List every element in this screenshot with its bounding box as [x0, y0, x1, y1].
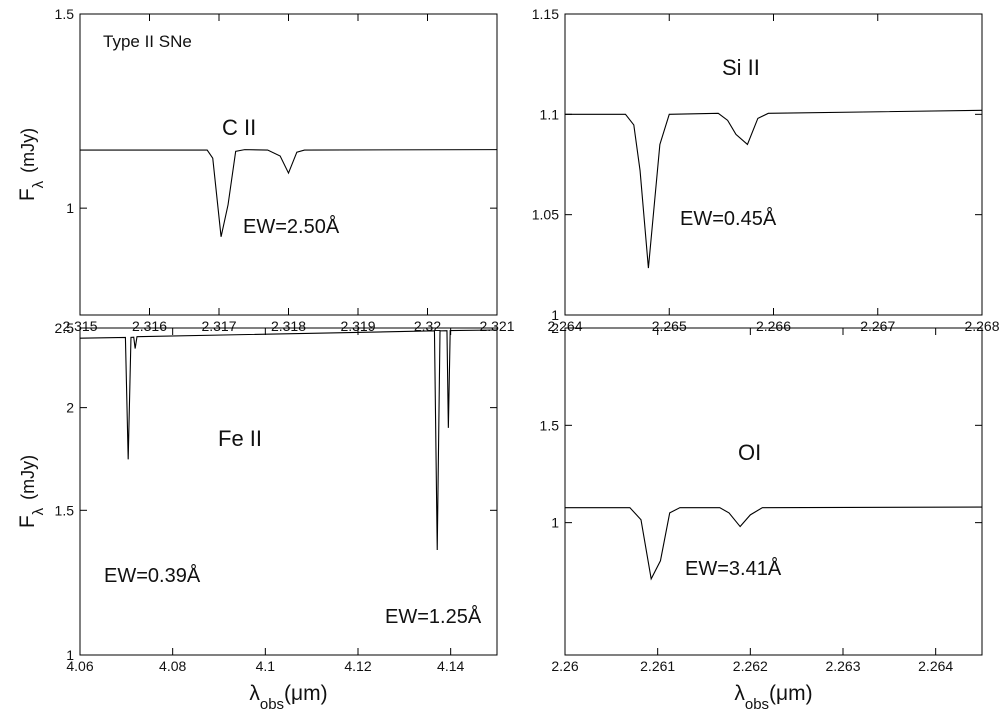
y-tick-label: 1 — [551, 307, 559, 323]
x-tick-label: 2.32 — [414, 318, 441, 334]
annotation: EW=0.45Å — [680, 207, 777, 230]
y-tick-label: 1 — [66, 647, 74, 663]
x-tick-label: 2.264 — [918, 658, 953, 674]
x-axis-label: λobs(μm) — [249, 682, 327, 713]
plot-frame — [79, 13, 498, 316]
x-tick-label: 4.08 — [159, 658, 186, 674]
x-tick-label: 4.06 — [66, 658, 93, 674]
x-tick-label: 2.263 — [825, 658, 860, 674]
x-tick-label: 2.267 — [860, 318, 895, 334]
spectrum-line — [80, 149, 498, 237]
y-tick-label: 1.1 — [540, 106, 560, 122]
annotation: Si II — [722, 55, 760, 80]
y-axis-label-main: F — [16, 515, 39, 528]
annotation: EW=1.25Å — [385, 605, 482, 628]
x-tick-label: 2.318 — [271, 318, 306, 334]
annotation: OI — [738, 440, 761, 465]
y-axis-label-unit: (mJy) — [18, 455, 38, 500]
y-axis-label: Fλ (mJy) — [16, 128, 47, 201]
y-tick-label: 1.15 — [532, 6, 559, 22]
annotation: C II — [222, 115, 256, 140]
x-axis-label-main: λ — [734, 682, 745, 705]
y-axis-label-main: F — [16, 188, 39, 201]
x-tick-label: 2.317 — [201, 318, 236, 334]
x-tick-label: 4.14 — [437, 658, 464, 674]
x-tick-label: 2.261 — [640, 658, 675, 674]
y-axis-label-sub: λ — [30, 507, 47, 515]
y-tick-label: 1 — [551, 515, 559, 531]
spectrum-line — [79, 329, 498, 551]
x-axis-label-unit: (μm) — [769, 682, 813, 705]
y-axis-label: Fλ (mJy) — [16, 455, 47, 528]
x-axis-label: λobs(μm) — [734, 682, 812, 713]
x-tick-label: 2.268 — [964, 318, 999, 334]
y-tick-label: 1.5 — [55, 502, 75, 518]
x-tick-label: 2.319 — [340, 318, 375, 334]
y-axis-label-unit: (mJy) — [18, 128, 38, 173]
spectrum-line — [565, 506, 983, 581]
x-tick-label: 2.265 — [652, 318, 687, 334]
x-tick-label: 2.262 — [733, 658, 768, 674]
x-tick-label: 2.266 — [756, 318, 791, 334]
y-tick-label: 2 — [551, 320, 559, 336]
plot-frame — [564, 327, 983, 656]
x-tick-label: 4.1 — [256, 658, 276, 674]
y-tick-label: 2 — [66, 400, 74, 416]
y-tick-label: 1 — [66, 200, 74, 216]
annotation: EW=0.39Å — [104, 564, 201, 587]
y-tick-label: 1.5 — [55, 6, 75, 22]
x-tick-label: 2.26 — [551, 658, 578, 674]
x-tick-label: 2.264 — [547, 318, 582, 334]
x-axis-label-unit: (μm) — [284, 682, 328, 705]
x-tick-label: 2.315 — [62, 318, 97, 334]
annotation: EW=3.41Å — [685, 557, 782, 580]
x-tick-label: 2.316 — [132, 318, 167, 334]
plot-frame — [79, 327, 498, 656]
y-tick-label: 2.5 — [55, 320, 75, 336]
annotation: EW=2.50Å — [243, 215, 340, 238]
x-tick-label: 4.12 — [344, 658, 371, 674]
x-axis-label-sub: obs — [260, 696, 284, 713]
annotation: Type II SNe — [103, 32, 192, 51]
y-axis-label-sub: λ — [30, 180, 47, 188]
spectrum-line — [565, 109, 983, 269]
y-tick-label: 1.05 — [532, 207, 559, 223]
plot-frame — [564, 13, 983, 316]
y-tick-label: 1.5 — [540, 417, 560, 433]
annotation: Fe II — [218, 426, 262, 451]
x-axis-label-sub: obs — [745, 696, 769, 713]
x-axis-label-main: λ — [249, 682, 260, 705]
